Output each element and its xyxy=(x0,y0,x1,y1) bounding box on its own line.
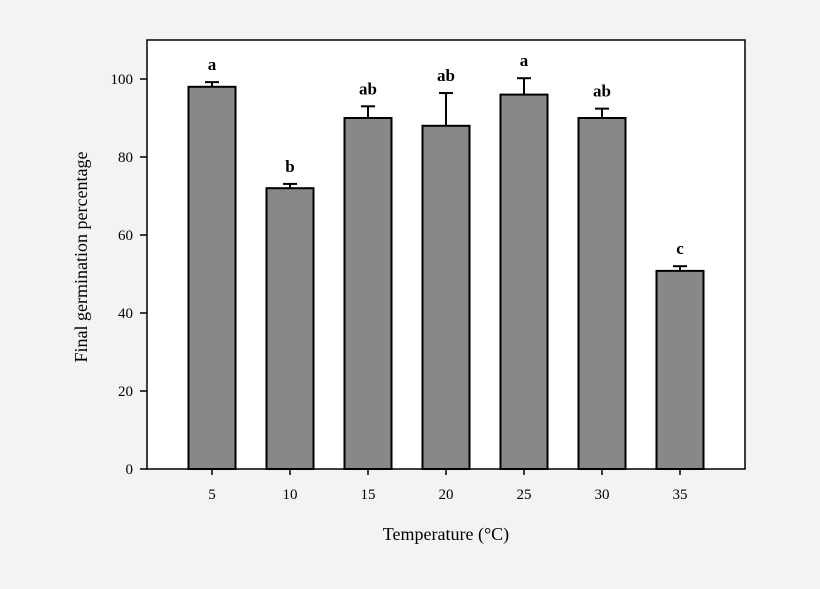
y-tick-label: 100 xyxy=(111,72,134,88)
x-tick-label: 15 xyxy=(361,487,376,503)
x-tick-label: 25 xyxy=(517,487,532,503)
y-tick-label: 40 xyxy=(118,306,133,322)
bar-10 xyxy=(265,187,315,470)
x-tick-label: 35 xyxy=(673,487,688,503)
significance-letter: ab xyxy=(593,82,611,101)
bar-15 xyxy=(343,117,393,470)
x-tick-label: 20 xyxy=(439,487,454,503)
y-tick-label: 20 xyxy=(118,384,133,400)
y-tick-label: 0 xyxy=(126,462,134,478)
bar-30 xyxy=(577,117,627,470)
significance-letter: a xyxy=(208,55,217,74)
significance-letter: ab xyxy=(359,79,377,98)
significance-letter: ab xyxy=(437,66,455,85)
bar-5 xyxy=(187,85,237,471)
x-tick-label: 5 xyxy=(208,487,216,503)
x-tick-label: 30 xyxy=(595,487,610,503)
bar-20 xyxy=(421,124,471,471)
y-axis-label: Final germination percentage xyxy=(71,152,91,363)
y-tick-label: 60 xyxy=(118,228,133,244)
bar-25 xyxy=(499,93,549,470)
significance-letter: c xyxy=(676,239,684,258)
y-tick-label: 80 xyxy=(118,150,133,166)
x-axis-label: Temperature (°C) xyxy=(383,524,509,545)
significance-letter: a xyxy=(520,51,529,70)
significance-letter: b xyxy=(285,157,294,176)
x-tick-label: 10 xyxy=(283,487,298,503)
bar-35 xyxy=(655,269,705,470)
